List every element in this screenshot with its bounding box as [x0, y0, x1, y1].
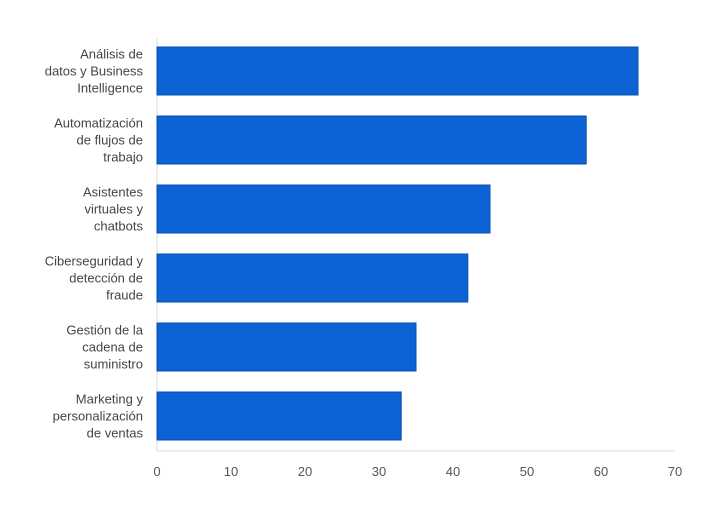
bar: [156, 46, 639, 96]
category-label-line: chatbots: [94, 219, 144, 234]
x-tick-label: 30: [372, 464, 386, 479]
category-label-line: Marketing y: [76, 392, 144, 407]
x-tick-label: 60: [594, 464, 608, 479]
bar: [156, 253, 469, 303]
x-tick-label: 70: [668, 464, 682, 479]
category-label: Ciberseguridad y detección de fraude: [45, 254, 144, 303]
bars-group: [156, 46, 639, 441]
category-label-line: Ciberseguridad y: [45, 254, 144, 269]
category-label-line: virtuales y: [84, 202, 143, 217]
x-tick-label: 10: [224, 464, 238, 479]
bar: [156, 391, 402, 441]
x-tick-labels: 0 10 20 30 40 50 60 70: [153, 464, 682, 479]
category-label-line: Asistentes: [83, 185, 143, 200]
category-label: Asistentes virtuales y chatbots: [83, 185, 143, 234]
category-label-line: personalización: [53, 409, 143, 424]
bar: [156, 184, 491, 234]
category-label-line: Análisis de: [80, 47, 143, 62]
category-labels: Análisis de datos y Business IntelligenceA…: [45, 47, 144, 441]
category-label-line: suministro: [84, 357, 143, 372]
x-tick-label: 20: [298, 464, 312, 479]
category-label-line: Intelligence: [77, 81, 143, 96]
category-label-line: detección de: [69, 271, 143, 286]
category-label-line: cadena de: [82, 340, 143, 355]
category-label-line: de ventas: [87, 426, 144, 441]
x-tick-label: 0: [153, 464, 160, 479]
category-label: Gestión de la cadena de suministro: [66, 323, 143, 372]
category-label: Marketing y personalización de ventas: [53, 392, 144, 441]
category-label: Análisis de datos y Business Intelligence: [45, 47, 144, 96]
category-label: Automatización de flujos de trabajo: [54, 116, 143, 165]
category-label-line: Gestión de la: [66, 323, 143, 338]
x-tick-label: 40: [446, 464, 460, 479]
bar: [156, 322, 417, 372]
category-label-line: Automatización: [54, 116, 143, 131]
x-tick-label: 50: [520, 464, 534, 479]
category-label-line: trabajo: [103, 150, 143, 165]
category-label-line: datos y Business: [45, 64, 144, 79]
category-label-line: de flujos de: [77, 133, 144, 148]
category-label-line: fraude: [106, 288, 143, 303]
bar: [156, 115, 587, 165]
